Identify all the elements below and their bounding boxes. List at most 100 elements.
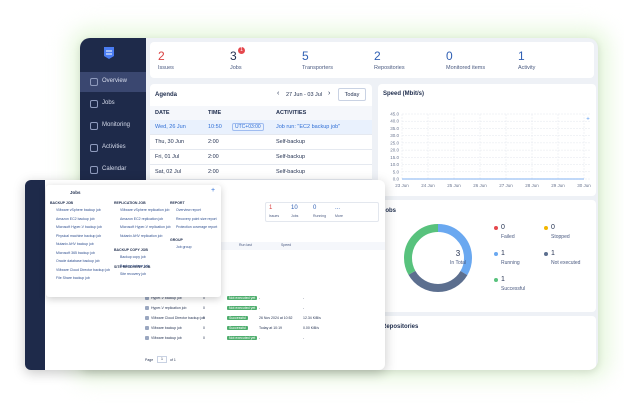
menu-item[interactable]: Nutanix AHV replication job bbox=[120, 233, 163, 238]
table-cell: 0.00 KiB/s bbox=[303, 326, 319, 330]
legend-count: 0 bbox=[551, 224, 555, 231]
menu-item[interactable]: Microsoft Hyper-V backup job bbox=[56, 225, 102, 229]
panel-title: Agenda bbox=[155, 92, 178, 98]
nav-item[interactable]: Monitoring bbox=[80, 116, 146, 136]
legend-count: 1 bbox=[551, 250, 555, 257]
menu-heading: REPLICATION JOB bbox=[114, 201, 146, 205]
agenda-cell: Sat, 02 Jul bbox=[155, 169, 181, 175]
page-input[interactable]: 1 bbox=[157, 356, 167, 363]
row-line bbox=[150, 149, 372, 150]
stat-label: Activity bbox=[518, 65, 536, 71]
overview-stat-value: ... bbox=[335, 205, 341, 211]
nav-item[interactable]: Jobs bbox=[80, 94, 146, 114]
menu-item[interactable]: VMware Cloud Director backup job bbox=[56, 267, 111, 272]
agenda-cell: 2:00 bbox=[208, 139, 219, 145]
today-button[interactable]: Today bbox=[338, 88, 366, 101]
table-cell: 0 bbox=[203, 326, 205, 330]
stats-bar: 2 Issues 3 1 Jobs 5 Transporters 2 Repositories 0… bbox=[150, 42, 594, 78]
menu-item[interactable]: Physical machine backup job bbox=[56, 233, 102, 238]
table-cell: 0 bbox=[203, 316, 205, 320]
nav-item[interactable]: Activities bbox=[80, 138, 146, 158]
legend-label: Running bbox=[501, 260, 520, 266]
legend-label: Successful bbox=[501, 286, 526, 292]
nav-label: Monitoring bbox=[102, 122, 131, 128]
menu-item[interactable]: Oracle database backup job bbox=[56, 259, 100, 263]
agenda-cell: Wed, 26 Jun bbox=[155, 124, 186, 130]
nav-icon bbox=[90, 122, 98, 130]
logo bbox=[104, 47, 114, 59]
status-chip: Successful bbox=[227, 326, 248, 330]
nav-label: Activities bbox=[102, 144, 126, 150]
jobs-menu: Jobs + BACKUP JOB VMware vSphere backup job… bbox=[46, 185, 221, 297]
menu-item[interactable]: Recovery point size report bbox=[176, 216, 217, 221]
legend-label: Stopped bbox=[551, 234, 570, 240]
menu-heading: BACKUP JOB bbox=[50, 201, 74, 205]
menu-item[interactable]: Protection coverage report bbox=[176, 225, 218, 229]
stat-value: 5 bbox=[302, 49, 309, 63]
status-chip: Not executed yet bbox=[227, 336, 258, 340]
table-cell: - bbox=[259, 296, 261, 300]
menu-item[interactable]: Nutanix AHV backup job bbox=[56, 242, 94, 246]
total-value: 3 bbox=[455, 249, 461, 258]
table-cell: 0 bbox=[203, 336, 205, 340]
menu-item[interactable]: VMware vSphere backup job bbox=[56, 208, 101, 212]
menu-item[interactable]: Amazon EC2 backup job bbox=[56, 216, 95, 221]
page-label: Page bbox=[145, 358, 154, 362]
y-tick-label: 35.0 bbox=[390, 126, 399, 131]
nav-label: Overview bbox=[102, 78, 128, 84]
job-overview: Job overview1Issues10Jobs0Running...More… bbox=[143, 180, 385, 370]
legend-count: 1 bbox=[501, 250, 505, 257]
stat-label: Issues bbox=[158, 65, 174, 71]
stat-value: 3 bbox=[230, 49, 237, 63]
y-tick-label: 5.0 bbox=[393, 169, 400, 174]
overview-stat-value: 10 bbox=[291, 205, 298, 211]
menu-item[interactable]: Site recovery job bbox=[120, 272, 147, 276]
range-next[interactable]: › bbox=[328, 90, 331, 97]
nav-item[interactable]: Overview bbox=[80, 72, 146, 92]
x-tick-label: 30 Jun bbox=[577, 183, 591, 188]
jobs-donut bbox=[404, 224, 472, 292]
stat-value: 2 bbox=[158, 49, 165, 63]
column-header: DATE bbox=[155, 110, 170, 116]
agenda-cell: Thu, 30 Jun bbox=[155, 139, 185, 145]
agenda-cell: Fri, 01 Jul bbox=[155, 154, 180, 160]
status-chip: Not executed yet bbox=[227, 306, 258, 310]
legend-label: Not executed bbox=[551, 260, 581, 266]
total-label: In Total bbox=[449, 260, 467, 266]
menu-heading: REPORT bbox=[170, 201, 185, 205]
agenda-cell: 2:00 bbox=[208, 169, 219, 175]
overview-stat-label: More bbox=[335, 214, 343, 218]
nav-item[interactable]: Calendar bbox=[80, 160, 146, 180]
overview-stat-label: Jobs bbox=[291, 214, 299, 218]
menu-item[interactable]: Amazon EC2 replication job bbox=[120, 216, 164, 221]
table-cell: - bbox=[303, 336, 305, 340]
overview-stats bbox=[265, 202, 379, 222]
stat-label: Transporters bbox=[302, 65, 333, 71]
menu-item[interactable]: Job group bbox=[176, 245, 192, 249]
table-cell: Today at 10:19 bbox=[259, 326, 282, 330]
stat-value: 1 bbox=[518, 49, 525, 63]
menu-item[interactable]: Microsoft 365 backup job bbox=[56, 250, 95, 255]
panel-title: Speed (Mbit/s) bbox=[383, 91, 424, 97]
menu-item[interactable]: VMware vSphere replication job bbox=[120, 208, 170, 212]
column-header: Speed bbox=[281, 243, 292, 247]
nav-icon bbox=[90, 100, 98, 108]
agenda-cell: 10:50 bbox=[208, 124, 222, 130]
menu-item[interactable]: Microsoft Hyper-V replication job bbox=[120, 225, 171, 229]
row-line bbox=[150, 134, 372, 135]
range-prev[interactable]: ‹ bbox=[277, 90, 280, 97]
table-header-bg bbox=[150, 106, 372, 120]
menu-item[interactable]: Backup to tape job bbox=[120, 263, 149, 268]
row-line bbox=[150, 164, 372, 165]
row-highlight bbox=[150, 120, 372, 134]
add-button[interactable]: + bbox=[211, 187, 216, 194]
legend-dot bbox=[494, 278, 498, 282]
table-cell: Hyper-V backup job bbox=[151, 296, 182, 300]
menu-item[interactable]: File Share backup job bbox=[56, 276, 90, 280]
stat-label: Repositories bbox=[374, 65, 405, 71]
agenda-cell: Self-backup bbox=[276, 169, 306, 175]
table-cell: Hyper-V replication job bbox=[151, 306, 187, 310]
menu-item[interactable]: Backup copy job bbox=[120, 255, 146, 259]
menu-item[interactable]: Overview report bbox=[176, 208, 201, 212]
